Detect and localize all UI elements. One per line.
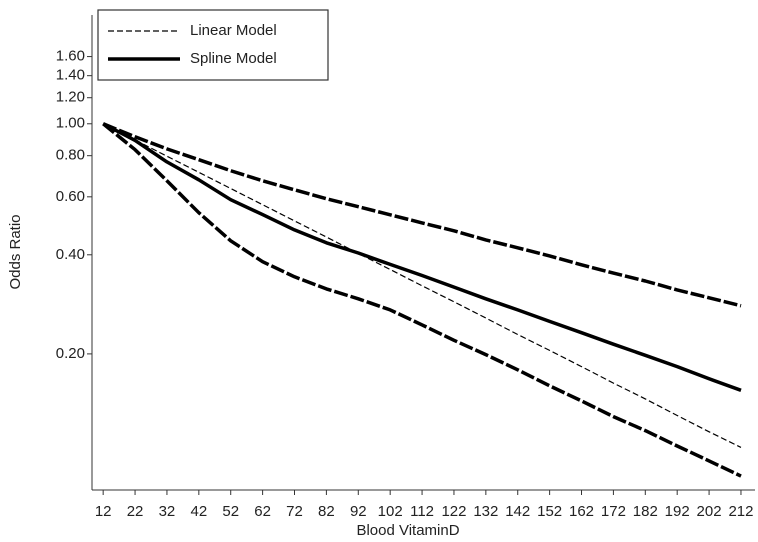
y-tick-label: 1.60	[56, 48, 85, 65]
y-tick-label: 0.20	[56, 345, 85, 362]
x-tick-label: 92	[350, 503, 367, 520]
y-tick-label: 0.60	[56, 188, 85, 205]
y-tick-label: 1.00	[56, 115, 85, 132]
y-axis-label: Odds Ratio	[7, 214, 24, 289]
x-tick-label: 132	[473, 503, 498, 520]
x-tick-label: 82	[318, 503, 335, 520]
x-tick-label: 22	[127, 503, 144, 520]
x-tick-label: 162	[569, 503, 594, 520]
x-tick-label: 182	[633, 503, 658, 520]
x-tick-label: 62	[254, 503, 271, 520]
x-tick-label: 42	[190, 503, 207, 520]
x-tick-label: 12	[95, 503, 112, 520]
y-tick-label: 0.40	[56, 246, 85, 263]
y-tick-label: 0.80	[56, 147, 85, 164]
x-tick-label: 72	[286, 503, 303, 520]
legend-label: Spline Model	[190, 50, 277, 67]
x-axis-label: Blood VitaminD	[356, 522, 459, 539]
x-tick-label: 102	[378, 503, 403, 520]
series-line	[102, 122, 742, 308]
x-tick-label: 112	[410, 503, 434, 520]
x-tick-label: 52	[222, 503, 239, 520]
series-line	[102, 122, 742, 392]
x-tick-label: 142	[505, 503, 530, 520]
y-tick-label: 1.20	[56, 89, 85, 106]
legend-label: Linear Model	[190, 22, 277, 39]
legend-box	[97, 9, 329, 81]
x-tick-label: 32	[159, 503, 176, 520]
series-line	[102, 123, 742, 448]
y-tick-label: 1.40	[56, 67, 85, 84]
x-tick-label: 122	[441, 503, 466, 520]
x-tick-label: 152	[537, 503, 562, 520]
x-tick-label: 202	[697, 503, 722, 520]
series-line	[102, 122, 742, 478]
x-tick-label: 192	[665, 503, 690, 520]
x-tick-label: 172	[601, 503, 626, 520]
x-tick-label: 212	[728, 503, 753, 520]
